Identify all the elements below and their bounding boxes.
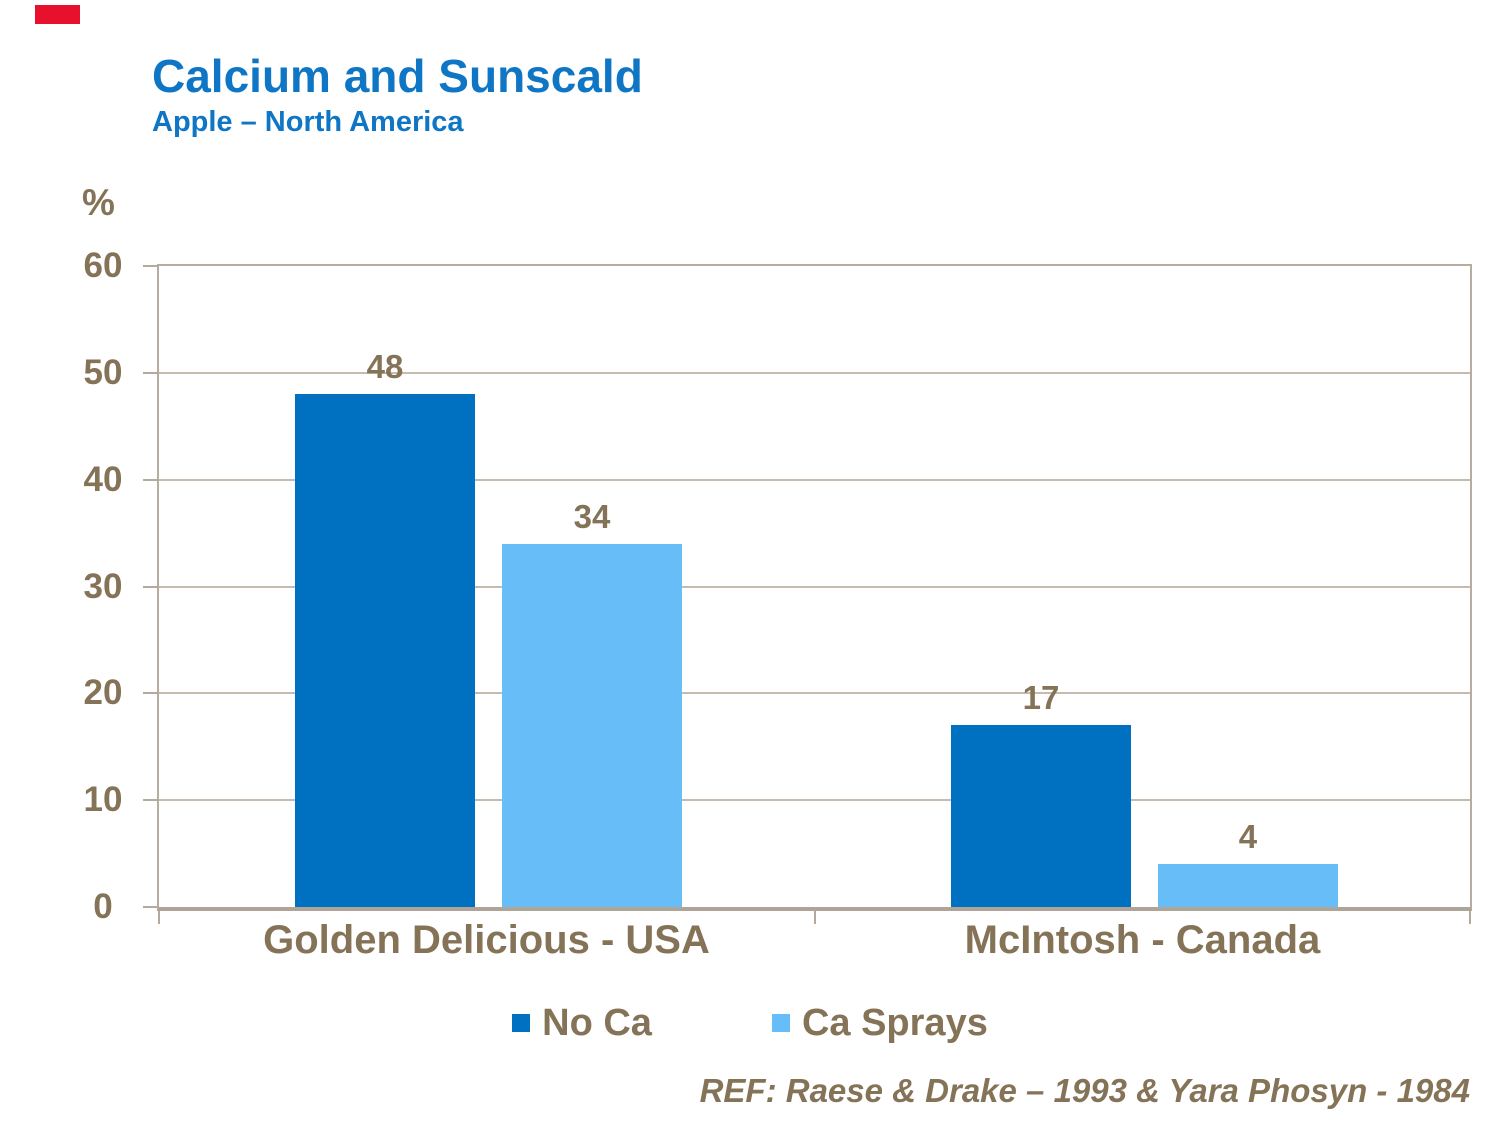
legend-swatch bbox=[512, 1014, 531, 1032]
y-tick-label-60: 60 bbox=[83, 246, 123, 285]
y-tick-60 bbox=[143, 265, 159, 267]
x-tick-1 bbox=[813, 911, 816, 924]
bar-ca-sprays-0 bbox=[501, 543, 682, 907]
y-tick-label-0: 0 bbox=[93, 887, 113, 926]
x-tick-0 bbox=[158, 911, 160, 924]
brand-mark bbox=[35, 5, 80, 24]
y-tick-label-20: 20 bbox=[83, 673, 123, 713]
y-tick-30 bbox=[143, 585, 159, 588]
bar-no-ca-1 bbox=[950, 725, 1131, 907]
category-axis: Golden Delicious - USA McIntosh - Canada bbox=[157, 918, 1468, 978]
bar-value-label: 4 bbox=[1238, 818, 1258, 856]
y-tick-label-10: 10 bbox=[83, 780, 123, 820]
legend-item-no-ca: No Ca bbox=[512, 1002, 652, 1045]
bar-ca-sprays-1 bbox=[1157, 864, 1338, 907]
y-tick-50 bbox=[143, 371, 159, 374]
legend: No Ca Ca Sprays bbox=[0, 998, 1500, 1048]
y-tick-0 bbox=[143, 906, 159, 908]
page-subtitle: Apple – North America bbox=[152, 106, 464, 139]
title-block: Calcium and Sunscald Apple – North Ameri… bbox=[152, 52, 643, 139]
category-label-1: McIntosh - Canada bbox=[964, 918, 1321, 962]
page-title: Calcium and Sunscald bbox=[152, 50, 643, 102]
category-label-0: Golden Delicious - USA bbox=[263, 918, 710, 962]
bar-no-ca-0 bbox=[294, 394, 475, 907]
plot-area: 0 10 20 30 40 50 60 48 34 17 4 bbox=[84, 246, 1472, 926]
reference-note: REF: Raese & Drake – 1993 & Yara Phosyn … bbox=[699, 1072, 1470, 1109]
x-tick-2 bbox=[1469, 911, 1471, 924]
gridline-40 bbox=[159, 478, 1470, 481]
gridline-20 bbox=[159, 692, 1470, 695]
y-axis-unit-label: % bbox=[82, 182, 115, 223]
legend-swatch bbox=[771, 1014, 790, 1032]
y-tick-label-50: 50 bbox=[83, 352, 123, 392]
bar-value-label: 17 bbox=[1022, 679, 1060, 717]
bar-value-label: 48 bbox=[366, 348, 404, 386]
legend-label: No Ca bbox=[542, 1001, 652, 1044]
y-tick-20 bbox=[143, 692, 159, 695]
y-tick-40 bbox=[143, 478, 159, 481]
y-tick-label-30: 30 bbox=[83, 566, 123, 606]
y-tick-10 bbox=[143, 799, 159, 802]
legend-label: Ca Sprays bbox=[801, 1001, 988, 1044]
gridline-10 bbox=[159, 799, 1470, 802]
bar-value-label: 34 bbox=[573, 497, 611, 535]
y-tick-label-40: 40 bbox=[83, 459, 123, 499]
legend-item-ca-sprays: Ca Sprays bbox=[771, 1001, 988, 1045]
gridline-30 bbox=[159, 585, 1470, 588]
gridline-50 bbox=[159, 371, 1470, 374]
